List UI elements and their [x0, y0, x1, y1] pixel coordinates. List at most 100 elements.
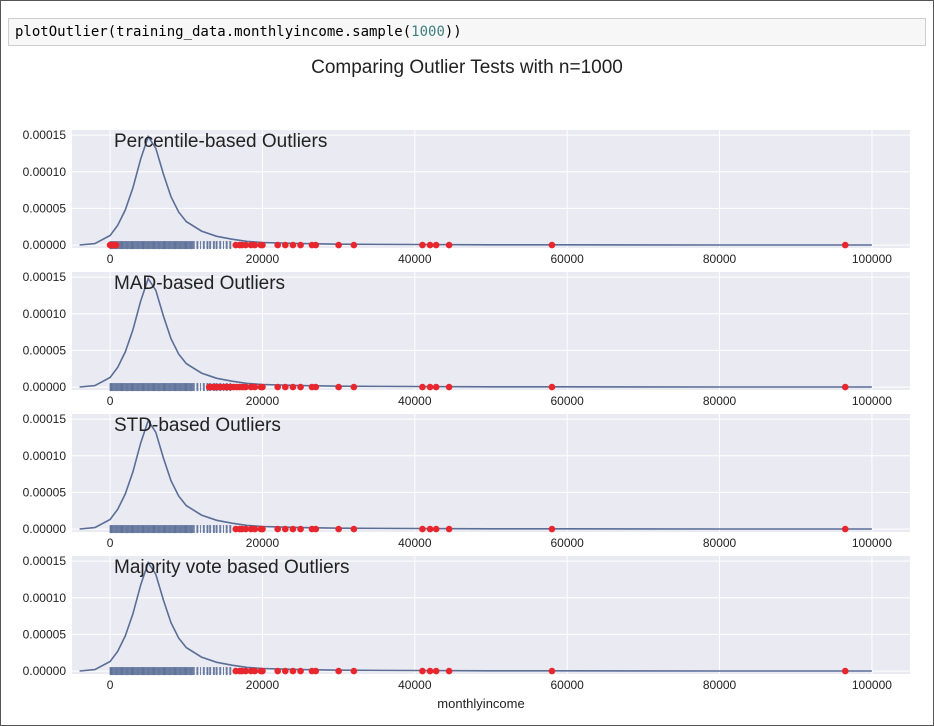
- outlier-point: [419, 241, 426, 249]
- x-tick-label: 40000: [398, 678, 432, 692]
- x-tick-label: 60000: [550, 678, 584, 692]
- outlier-point: [548, 241, 556, 249]
- x-axis-label: monthlyincome: [437, 696, 524, 711]
- outlier-point: [242, 667, 249, 675]
- outlier-point: [282, 525, 289, 533]
- x-tick-label: 0: [107, 252, 114, 266]
- y-tick-label: 0.00010: [23, 449, 67, 463]
- outlier-point: [350, 525, 358, 533]
- x-tick-label: 0: [107, 678, 114, 692]
- outlier-point: [335, 667, 342, 675]
- outlier-point: [242, 525, 249, 533]
- outlier-point: [259, 525, 266, 533]
- x-tick-label: 20000: [246, 536, 280, 550]
- plot-area-3: [72, 414, 910, 532]
- outlier-point: [297, 667, 304, 675]
- outlier-point: [432, 241, 440, 249]
- outlier-point: [274, 667, 281, 675]
- y-tick-label: 0.00015: [23, 412, 67, 426]
- kde-line: [79, 134, 872, 246]
- code-number: 1000: [411, 24, 445, 40]
- plot-area-4: [72, 556, 910, 674]
- outlier-point: [251, 525, 259, 533]
- y-tick-label: 0.00005: [23, 201, 67, 215]
- outlier-point: [426, 525, 434, 533]
- x-tick-label: 100000: [852, 252, 892, 266]
- y-tick-label: 0.00010: [23, 165, 67, 179]
- outlier-point: [445, 241, 453, 249]
- x-tick-label: 80000: [703, 536, 737, 550]
- x-tick-label: 0: [107, 394, 114, 408]
- outlier-point: [841, 241, 849, 249]
- outlier-point: [251, 667, 259, 675]
- outlier-point: [297, 525, 304, 533]
- x-tick-label: 80000: [703, 678, 737, 692]
- y-tick-label: 0.00015: [23, 554, 67, 568]
- outlier-point: [350, 667, 358, 675]
- outlier-point: [841, 383, 849, 391]
- x-tick-label: 100000: [852, 394, 892, 408]
- outlier-point: [841, 525, 849, 533]
- subplot-title: Majority vote based Outliers: [114, 557, 350, 578]
- outlier-point: [432, 383, 440, 391]
- y-tick-label: 0.00015: [23, 270, 67, 284]
- outlier-point: [350, 383, 358, 391]
- outlier-point: [432, 667, 440, 675]
- outlier-point: [426, 667, 434, 675]
- outlier-point: [274, 383, 281, 391]
- outlier-point: [289, 241, 297, 249]
- x-tick-label: 40000: [398, 252, 432, 266]
- x-tick-label: 80000: [703, 394, 737, 408]
- kde-line: [79, 560, 872, 672]
- outlier-point: [548, 525, 556, 533]
- x-tick-label: 60000: [550, 252, 584, 266]
- outlier-point: [274, 241, 281, 249]
- kde-line: [79, 418, 872, 530]
- y-tick-label: 0.00000: [23, 380, 67, 394]
- y-tick-label: 0.00000: [23, 522, 67, 536]
- outlier-point: [242, 241, 249, 249]
- outlier-point: [312, 525, 320, 533]
- outlier-point: [350, 241, 358, 249]
- x-tick-label: 80000: [703, 252, 737, 266]
- y-tick-label: 0.00015: [23, 128, 67, 142]
- outlier-point: [312, 241, 320, 249]
- x-tick-label: 40000: [398, 536, 432, 550]
- outlier-point: [289, 525, 297, 533]
- outlier-point: [548, 383, 556, 391]
- subplot-title: STD-based Outliers: [114, 415, 281, 436]
- outlier-point: [419, 525, 426, 533]
- x-tick-label: 60000: [550, 536, 584, 550]
- outlier-point: [259, 667, 266, 675]
- outlier-point: [426, 383, 434, 391]
- y-tick-label: 0.00000: [23, 664, 67, 678]
- x-tick-label: 60000: [550, 394, 584, 408]
- y-tick-label: 0.00005: [23, 485, 67, 499]
- y-tick-label: 0.00005: [23, 627, 67, 641]
- y-tick-label: 0.00010: [23, 307, 67, 321]
- outlier-point: [242, 383, 249, 391]
- x-tick-label: 40000: [398, 394, 432, 408]
- outlier-point: [548, 667, 556, 675]
- outlier-point: [274, 525, 281, 533]
- x-tick-label: 20000: [246, 394, 280, 408]
- outlier-point: [335, 241, 342, 249]
- plot-area-2: [72, 272, 910, 390]
- figure-title: Comparing Outlier Tests with n=1000: [311, 57, 623, 78]
- outlier-point: [312, 667, 320, 675]
- outlier-point: [282, 241, 289, 249]
- y-tick-label: 0.00010: [23, 591, 67, 605]
- outlier-point: [419, 667, 426, 675]
- subplot-title: Percentile-based Outliers: [114, 131, 327, 152]
- outlier-point: [432, 525, 440, 533]
- y-tick-label: 0.00005: [23, 343, 67, 357]
- code-cell[interactable]: plotOutlier(training_data.monthlyincome.…: [8, 18, 926, 46]
- y-tick-label: 0.00000: [23, 238, 67, 252]
- outlier-point: [251, 241, 259, 249]
- outlier-point: [251, 383, 259, 391]
- code-suffix: )): [444, 24, 462, 40]
- outlier-point: [335, 383, 342, 391]
- outlier-point: [297, 241, 304, 249]
- outlier-point: [259, 241, 266, 249]
